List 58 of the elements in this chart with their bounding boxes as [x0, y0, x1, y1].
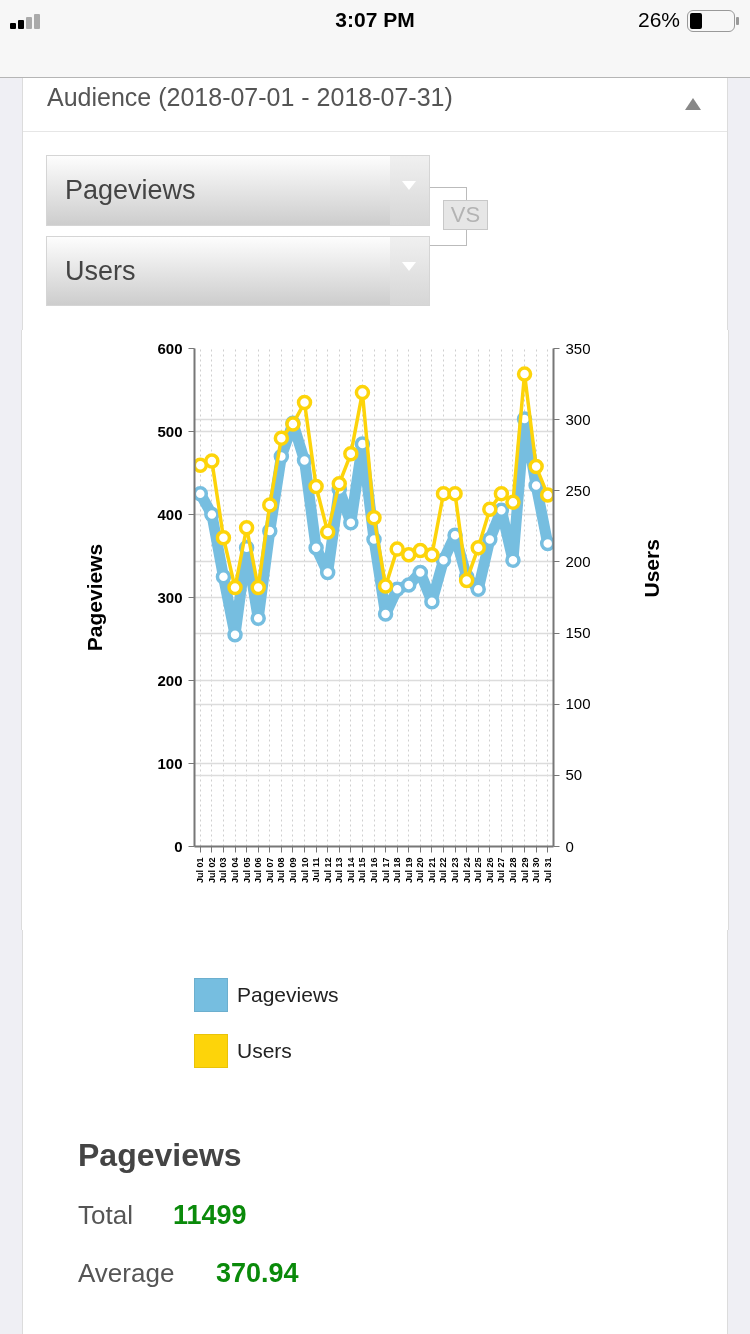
x-tick-label: Jul 19 [403, 857, 414, 884]
y2-tick-label: 150 [565, 624, 591, 642]
x-tick-label: Jul 22 [438, 857, 449, 884]
annotation-average-value: 370.94 [216, 1257, 300, 1290]
x-tick-label: Jul 31 [542, 857, 553, 884]
y-tick-label: 400 [157, 505, 183, 523]
annotation-status-time: 3:07 PM [334, 7, 416, 33]
x-tick-label: Jul 13 [334, 857, 345, 884]
y2-tick-label: 50 [565, 766, 583, 784]
y-tick-label: 100 [157, 754, 183, 772]
x-tick-label: Jul 24 [461, 857, 472, 884]
y2-tick-label: 350 [565, 339, 591, 357]
x-tick-label: Jul 30 [531, 857, 542, 884]
x-tick-label: Jul 12 [322, 857, 333, 884]
annotation-total-label: Total [78, 1199, 134, 1232]
x-tick-label: Jul 20 [415, 857, 426, 884]
y2-tick-label: 250 [565, 481, 591, 499]
y-tick-label: 200 [157, 671, 183, 689]
x-tick-label: Jul 21 [426, 857, 437, 884]
y-tick-label: 500 [157, 422, 183, 440]
y-tick-label: 0 [174, 837, 183, 855]
y-axis-title: Pageviews [83, 543, 107, 652]
x-tick-label: Jul 16 [369, 857, 379, 884]
x-tick-label: Jul 06 [253, 857, 264, 884]
x-tick-label: Jul 23 [450, 857, 461, 884]
annotation-total-value: 11499 [173, 1199, 248, 1232]
annotation-summary-heading: Pageviews [78, 1136, 243, 1175]
chart-title: Audience (2018-07-01 - 2018-07-31) [47, 82, 454, 113]
x-tick-label: Jul 10 [299, 857, 310, 884]
annotation-status-battery: 26% [636, 7, 680, 33]
x-tick-label: Jul 07 [264, 857, 275, 884]
y2-tick-label: 300 [565, 410, 591, 428]
x-tick-label: Jul 03 [218, 857, 229, 884]
x-tick-label: Jul 08 [276, 857, 287, 884]
x-tick-label: Jul 14 [345, 857, 356, 884]
y-tick-label: 600 [157, 339, 183, 357]
x-tick-label: Jul 04 [230, 857, 241, 884]
x-tick-label: Jul 02 [206, 857, 217, 884]
x-tick-label: Jul 26 [484, 857, 495, 884]
x-tick-label: Jul 15 [357, 857, 368, 884]
x-tick-label: Jul 11 [311, 857, 322, 883]
y-tick-label: 300 [157, 588, 183, 606]
x-tick-label: Jul 27 [496, 857, 507, 884]
y2-tick-label: 0 [565, 837, 574, 855]
y2-axis-title: Users [640, 539, 664, 598]
x-tick-label: Jul 25 [473, 857, 484, 884]
x-tick-label: Jul 29 [519, 857, 530, 884]
x-tick-label: Jul 09 [287, 857, 298, 884]
x-tick-label: Jul 18 [392, 857, 403, 884]
y2-tick-label: 200 [565, 552, 591, 570]
annotation-average-label: Average [78, 1257, 176, 1290]
x-tick-label: Jul 28 [507, 857, 518, 884]
x-tick-label: Jul 05 [241, 857, 252, 884]
x-tick-label: Jul 01 [195, 857, 206, 884]
x-tick-label: Jul 17 [380, 857, 391, 884]
legend-label: Users [237, 1038, 293, 1064]
y2-tick-label: 100 [565, 695, 591, 713]
legend-label: Pageviews [237, 982, 340, 1008]
